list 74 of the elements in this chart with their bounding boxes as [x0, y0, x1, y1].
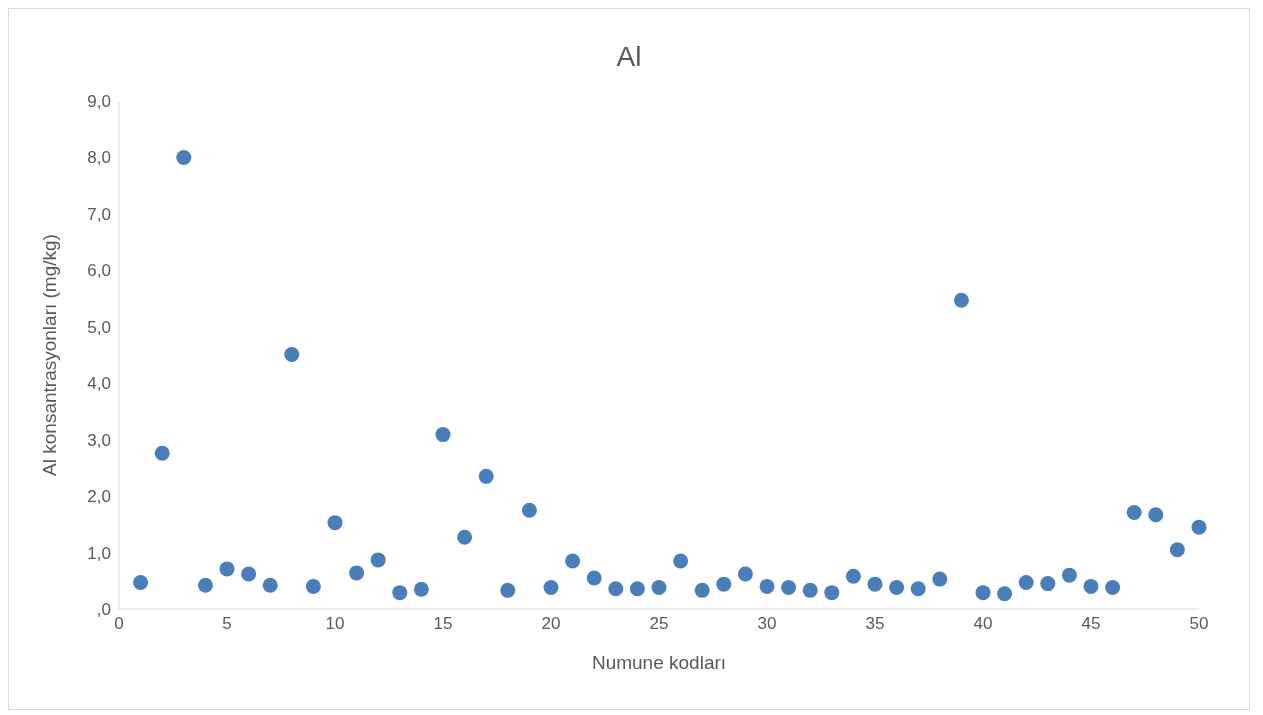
x-tick-label: 20 [541, 614, 561, 634]
x-tick-label: 25 [649, 614, 669, 634]
point [932, 571, 948, 587]
point [500, 582, 516, 598]
point [1191, 519, 1207, 535]
point [478, 468, 494, 484]
point [543, 580, 559, 596]
point [867, 576, 883, 592]
x-tick-label: 35 [865, 614, 885, 634]
x-tick-label: 10 [325, 614, 345, 634]
point [845, 568, 861, 584]
x-tick-label: 0 [114, 614, 124, 634]
point [1018, 574, 1034, 590]
point [327, 515, 343, 531]
y-axis-title: Al konsantrasyonları (mg/kg) [38, 234, 60, 476]
point [457, 529, 473, 545]
point [802, 582, 818, 598]
chart-title: Al [615, 41, 643, 73]
point [133, 574, 149, 590]
point [651, 580, 667, 596]
y-tick-label: 9,0 [87, 92, 111, 112]
point [1126, 504, 1142, 520]
point [154, 445, 170, 461]
point [781, 580, 797, 596]
x-tick-label: 30 [757, 614, 777, 634]
point [1169, 542, 1185, 558]
point [284, 346, 300, 362]
y-tick-label: ,0 [96, 600, 111, 620]
point [694, 582, 710, 598]
x-tick-label: 40 [973, 614, 993, 634]
point [349, 565, 365, 581]
x-tick-label: 45 [1081, 614, 1101, 634]
point [997, 586, 1013, 602]
point [1105, 580, 1121, 596]
point [759, 578, 775, 594]
point [824, 585, 840, 601]
point [629, 581, 645, 597]
point [1040, 576, 1056, 592]
point [1083, 578, 1099, 594]
point [1148, 507, 1164, 523]
y-tick-label: 8,0 [87, 148, 111, 168]
point [910, 581, 926, 597]
point [716, 576, 732, 592]
point [953, 292, 969, 308]
y-tick-label: 1,0 [87, 543, 111, 563]
point [219, 561, 235, 577]
y-tick-label: 3,0 [87, 430, 111, 450]
x-tick-label: 5 [222, 614, 232, 634]
point [586, 570, 602, 586]
y-tick-label: 5,0 [87, 317, 111, 337]
point [1061, 567, 1077, 583]
point [608, 581, 624, 597]
y-tick-label: 2,0 [87, 487, 111, 507]
point [521, 502, 537, 518]
point [413, 581, 429, 597]
point [889, 580, 905, 596]
point [392, 585, 408, 601]
point [975, 585, 991, 601]
point [305, 578, 321, 594]
y-tick-label: 7,0 [87, 204, 111, 224]
point [673, 553, 689, 569]
x-tick-label: 15 [433, 614, 453, 634]
y-tick-label: 4,0 [87, 374, 111, 394]
point [435, 427, 451, 443]
point [197, 577, 213, 593]
x-tick-label: 50 [1189, 614, 1209, 634]
point [176, 149, 192, 165]
point [262, 577, 278, 593]
point [370, 552, 386, 568]
point [241, 566, 257, 582]
x-axis-title: Numune kodları [591, 652, 727, 673]
point [565, 553, 581, 569]
y-tick-label: 6,0 [87, 261, 111, 281]
point [737, 566, 753, 582]
